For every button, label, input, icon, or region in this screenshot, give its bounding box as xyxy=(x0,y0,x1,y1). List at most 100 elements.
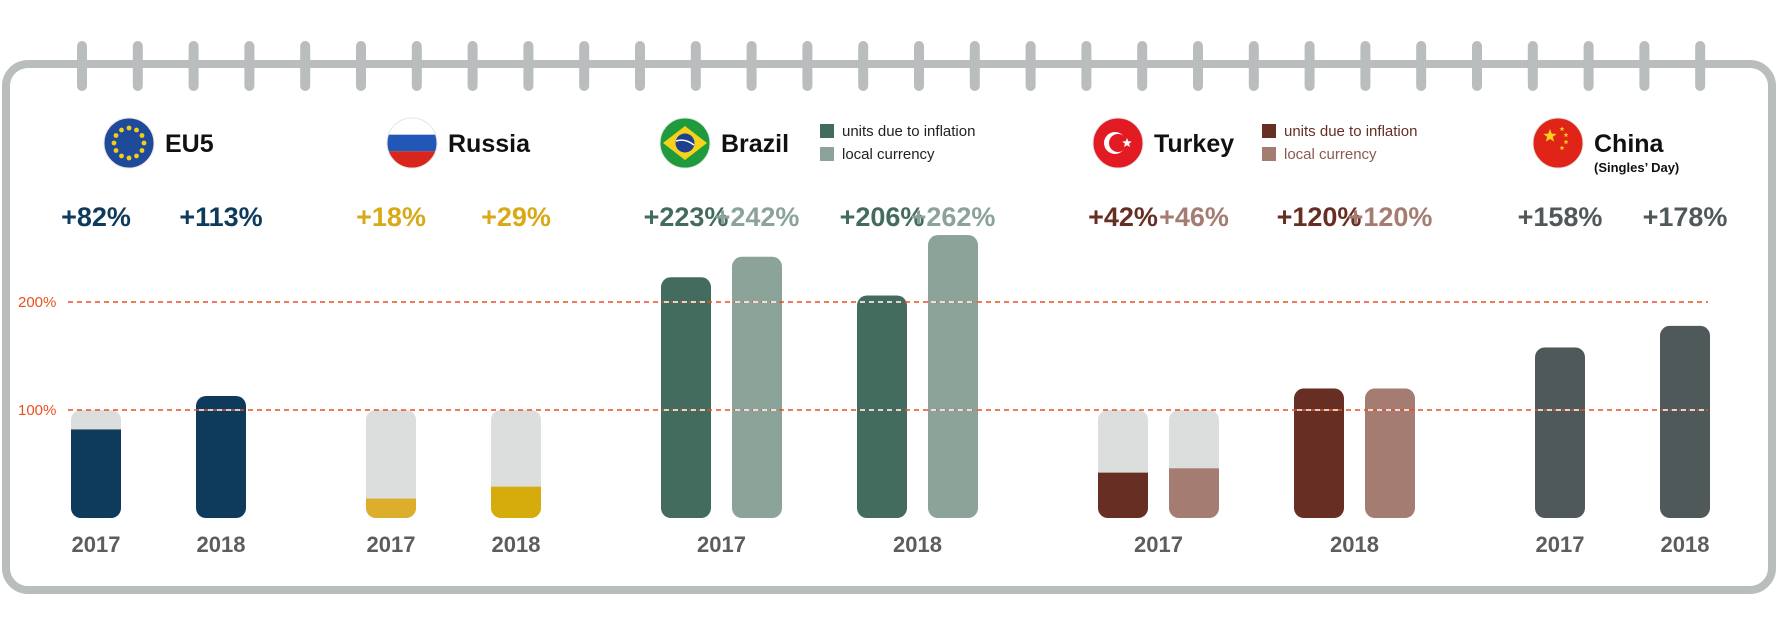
flag-star xyxy=(113,133,119,138)
value-label: +206% xyxy=(840,202,925,232)
value-label: +82% xyxy=(61,202,131,232)
flag-star xyxy=(1559,126,1565,132)
brazil-flag-icon xyxy=(659,117,711,169)
flag-star xyxy=(126,155,132,161)
bar-eu5-2018 xyxy=(196,395,246,518)
legend-swatch xyxy=(820,147,834,161)
eu-flag-icon xyxy=(103,117,155,169)
legend-swatch xyxy=(820,124,834,138)
flag-stripe xyxy=(387,118,437,135)
year-label: 2017 xyxy=(1134,532,1183,557)
bar-russia-2017 xyxy=(366,498,416,518)
flag-fill xyxy=(1533,118,1583,168)
flag-band xyxy=(675,139,695,146)
china-flag-icon xyxy=(1532,117,1584,169)
bar-turkey-2018 xyxy=(1365,388,1415,518)
legend-label: local currency xyxy=(1284,146,1377,163)
year-label: 2017 xyxy=(1536,532,1585,557)
bar-group xyxy=(1365,388,1415,518)
value-label: +42% xyxy=(1088,202,1158,232)
value-label: +262% xyxy=(911,202,996,232)
bar-brazil-2017 xyxy=(661,277,711,518)
flag-star xyxy=(119,127,124,133)
country-name: EU5 xyxy=(165,130,214,158)
bar-group xyxy=(928,235,978,518)
year-label: 2017 xyxy=(367,532,416,557)
notebook-frame xyxy=(2,60,1776,594)
year-label: 2018 xyxy=(1661,532,1710,557)
flag-fill xyxy=(104,118,154,168)
legend-label: local currency xyxy=(842,146,935,163)
flag-star xyxy=(111,140,117,146)
flag-fill xyxy=(387,118,437,168)
value-label: +178% xyxy=(1643,202,1728,232)
value-label: +120% xyxy=(1348,202,1433,232)
flag-globe xyxy=(675,133,695,153)
flag-outline xyxy=(659,117,711,169)
russia-flag-icon xyxy=(386,117,438,169)
bar-turkey-2018 xyxy=(1294,388,1344,518)
flag-star xyxy=(119,153,124,159)
bar-group xyxy=(661,277,711,518)
legend-swatch xyxy=(1262,147,1276,161)
year-label: 2018 xyxy=(197,532,246,557)
bar-turkey-2017 xyxy=(1098,472,1148,518)
bar-china-2018 xyxy=(1660,325,1710,518)
bar-brazil-2018 xyxy=(928,235,978,518)
bar-group xyxy=(366,410,416,518)
bar-group xyxy=(857,295,907,518)
country-subtitle: (Singles’ Day) xyxy=(1594,160,1679,175)
flag-star xyxy=(139,148,145,153)
bar-brazil-2018 xyxy=(857,295,907,518)
bar-turkey-2017 xyxy=(1169,468,1219,518)
bar-group xyxy=(1294,388,1344,518)
spiral-rings xyxy=(77,41,1706,91)
year-label: 2018 xyxy=(893,532,942,557)
flag-stripe xyxy=(387,134,437,152)
turkey-flag-icon xyxy=(1092,117,1144,169)
flag-star xyxy=(1543,129,1557,142)
flag-stripe xyxy=(387,151,437,168)
year-label: 2017 xyxy=(697,532,746,557)
legend-swatch xyxy=(1262,124,1276,138)
bar-group xyxy=(71,410,121,518)
flag-star xyxy=(141,140,147,146)
bar-china-2017 xyxy=(1535,347,1585,518)
bar-group xyxy=(1098,410,1148,518)
flag-fill xyxy=(1093,118,1143,168)
flag-outline xyxy=(1532,117,1584,169)
flag-star xyxy=(134,153,139,159)
gridline-label: 100% xyxy=(18,402,56,419)
value-label: +113% xyxy=(179,202,262,232)
flag-outline xyxy=(386,117,438,169)
country-name: Russia xyxy=(448,130,531,158)
value-label: +242% xyxy=(715,202,800,232)
legend-label: units due to inflation xyxy=(1284,123,1417,140)
flag-star xyxy=(1559,145,1565,151)
bar-eu5-2017 xyxy=(71,429,121,518)
flag-star xyxy=(1563,139,1569,145)
bar-russia-2018 xyxy=(491,486,541,518)
value-label: +120% xyxy=(1277,202,1362,232)
flag-star xyxy=(139,133,145,138)
country-name: Turkey xyxy=(1154,130,1234,158)
year-label: 2017 xyxy=(72,532,121,557)
flag-outline xyxy=(1092,117,1144,169)
legend-label: units due to inflation xyxy=(842,123,975,140)
country-name: Brazil xyxy=(721,130,789,158)
value-label: +29% xyxy=(481,202,551,232)
flag-star xyxy=(1563,132,1569,138)
gridline-label: 200% xyxy=(18,294,56,311)
flag-outline xyxy=(103,117,155,169)
bar-brazil-2017 xyxy=(732,256,782,518)
flag-star xyxy=(1122,138,1132,148)
flag-crescent-cut xyxy=(1109,134,1127,152)
flag-star xyxy=(113,148,119,153)
year-label: 2018 xyxy=(492,532,541,557)
value-label: +18% xyxy=(356,202,426,232)
value-label: +158% xyxy=(1518,202,1603,232)
bar-group xyxy=(196,395,246,518)
flag-star xyxy=(134,127,139,133)
year-label: 2018 xyxy=(1330,532,1379,557)
